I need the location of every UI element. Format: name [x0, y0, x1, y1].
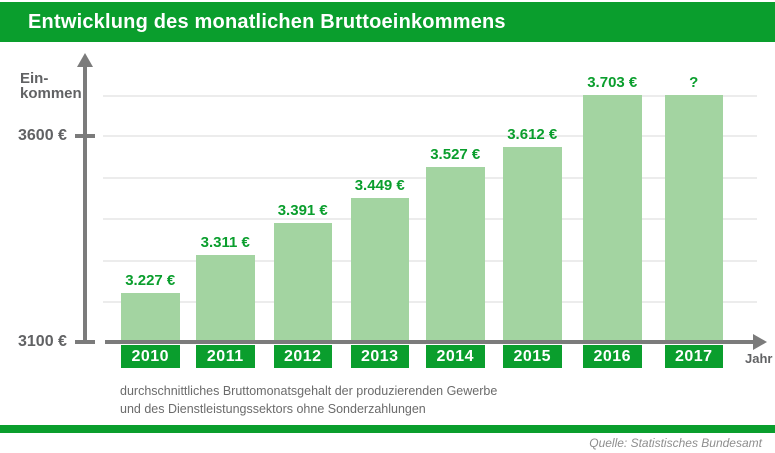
- gridline-1: [103, 135, 757, 137]
- value-label-2013: 3.449 €: [354, 176, 405, 194]
- y-tick-label-3600: 3600 €: [18, 127, 67, 144]
- bar-2016: [583, 94, 642, 344]
- y-tick-3100: [75, 340, 95, 344]
- value-label-2016: 3.703 €: [587, 73, 638, 91]
- x-axis: [105, 340, 755, 344]
- x-axis-arrow-icon: [753, 334, 767, 350]
- y-axis-title-line1: Ein-: [20, 70, 49, 87]
- x-axis-title: Jahr: [745, 351, 773, 366]
- value-label-2017: ?: [689, 73, 699, 91]
- bar-2013: [350, 197, 409, 344]
- footnote: durchschnittliches Bruttomonatsgehalt de…: [120, 383, 497, 418]
- value-label-2012: 3.391 €: [277, 202, 328, 219]
- footnote-line2: und des Dienstleistungssektors ohne Sond…: [120, 401, 426, 416]
- bar-2014: [426, 167, 485, 344]
- page-title: Entwicklung des monatlichen Bruttoeinkom…: [28, 10, 506, 33]
- y-tick-3600: [75, 134, 95, 138]
- y-axis-title-line2: kommen: [20, 85, 82, 102]
- y-axis: [83, 62, 87, 344]
- header-bar: Entwicklung des monatlichen Bruttoeinkom…: [0, 2, 775, 42]
- y-tick-label-3100: 3100 €: [18, 333, 67, 350]
- gridline-0: [103, 95, 757, 97]
- value-label-2015: 3.612 €: [507, 126, 558, 143]
- year-label-2010: 2010: [121, 345, 180, 368]
- bar-2010: [121, 293, 180, 344]
- year-label-2014: 2014: [426, 345, 485, 368]
- year-label-2011: 2011: [196, 345, 255, 368]
- footer-rule: [0, 425, 775, 433]
- year-label-2016: 2016: [583, 345, 642, 368]
- footnote-line1: durchschnittliches Bruttomonatsgehalt de…: [120, 384, 498, 398]
- year-label-2012: 2012: [273, 345, 332, 368]
- bar-2015: [503, 147, 562, 344]
- year-label-2017: 2017: [664, 345, 723, 368]
- value-label-2010: 3.227 €: [125, 272, 176, 289]
- bar-2012: [273, 223, 332, 344]
- value-label-2011: 3.311 €: [200, 234, 250, 251]
- source-credit: Quelle: Statistisches Bundesamt: [589, 436, 762, 450]
- y-axis-title: Ein- kommen: [20, 71, 82, 101]
- y-axis-arrow-icon: [77, 53, 93, 67]
- bar-2011: [196, 255, 255, 344]
- year-label-2015: 2015: [503, 345, 562, 368]
- bar-2017: [664, 94, 723, 344]
- year-label-2013: 2013: [350, 345, 409, 368]
- value-label-2014: 3.527 €: [430, 146, 481, 163]
